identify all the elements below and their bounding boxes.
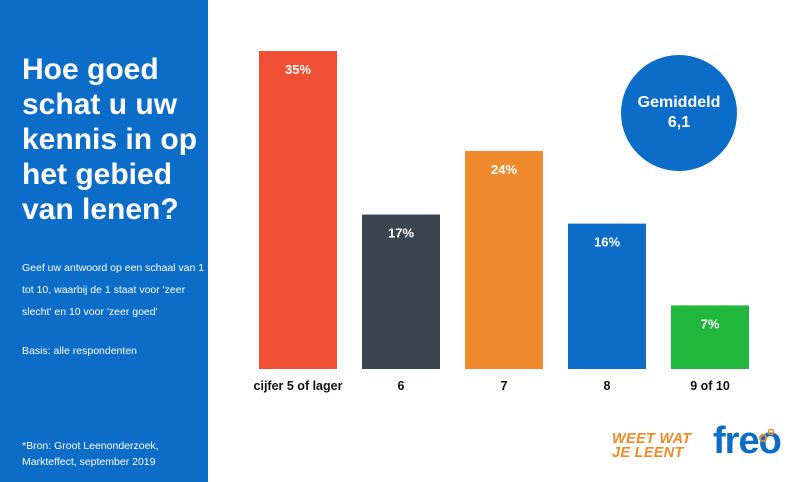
source-note: *Bron: Groot Leenonderzoek, Markteffect,…: [22, 440, 159, 468]
bar-3: [465, 150, 543, 369]
basis-note: Basis: alle respondenten: [22, 345, 137, 357]
bar-value-label: 35%: [285, 62, 311, 77]
bar-value-label: 24%: [491, 162, 517, 177]
average-badge: Gemiddeld 6,1: [621, 55, 737, 171]
logo-tagline-line1: WEET WAT: [612, 431, 692, 447]
page-title: Hoe goed schat u uw kennis in op het geb…: [22, 53, 198, 226]
freo-logo: freo: [713, 420, 782, 462]
bar-chart: 35% cijfer 5 of lager 17% 6 24% 7 16% 8 7% 9 of 1…: [254, 51, 749, 393]
average-label: Gemiddeld: [637, 94, 721, 111]
bar-4: [568, 223, 646, 369]
category-label: 9 of 10: [690, 379, 730, 393]
bar-value-label: 7%: [701, 316, 720, 331]
bar-1: [259, 51, 337, 369]
bar-group: 35% cijfer 5 of lager 17% 6 24% 7 16% 8 7% 9 of 1…: [254, 51, 749, 393]
sidebar-panel: Hoe goed schat u uw kennis in op het geb…: [0, 0, 208, 482]
bar-5: [671, 305, 749, 369]
average-value: 6,1: [667, 114, 691, 131]
logo-tagline-line2: JE LEENT: [612, 445, 684, 461]
freo-logo-dots-icon: [758, 428, 775, 443]
bar-2: [362, 214, 440, 369]
category-label: cijfer 5 of lager: [254, 379, 343, 393]
question-subtitle: Geef uw antwoord op een schaal van 1 tot…: [22, 262, 205, 318]
bar-value-label: 16%: [594, 235, 620, 250]
category-label: 7: [501, 379, 508, 393]
bar-value-label: 17%: [388, 226, 414, 241]
category-label: 6: [398, 379, 405, 393]
weet-wat-je-leent-logo: WEET WAT JE LEENT: [612, 431, 692, 461]
category-label: 8: [604, 379, 611, 393]
